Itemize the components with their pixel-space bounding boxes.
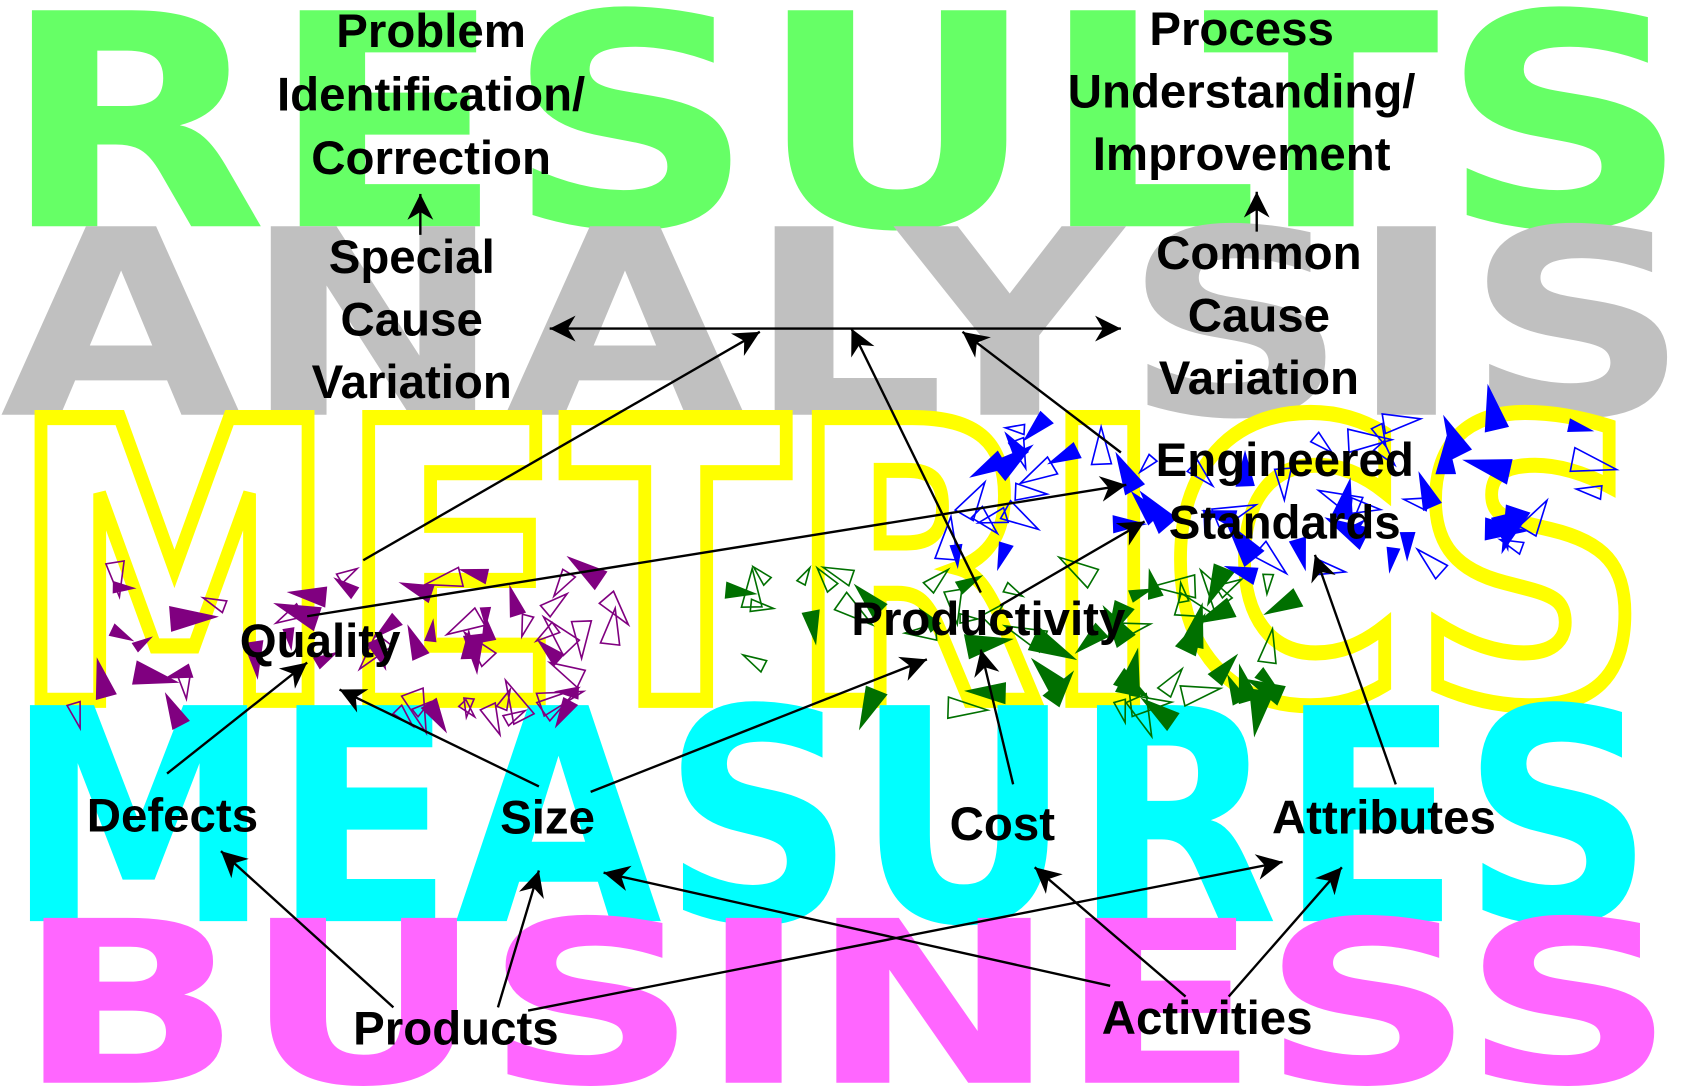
node-label: Engineered (1156, 434, 1414, 487)
node-label: Attributes (1272, 792, 1496, 845)
node-label: Variation (312, 356, 512, 409)
node-label: Defects (87, 789, 258, 842)
node-label: Identification/ (277, 69, 585, 122)
node-label: Correction (311, 132, 551, 185)
node-label: Products (353, 1003, 559, 1056)
node-label: Quality (240, 615, 401, 668)
node-label: Problem (336, 5, 526, 58)
node-label: Cause (1188, 289, 1330, 342)
background-word: BUSINESS (16, 874, 1676, 1086)
node-label: Size (500, 792, 595, 845)
page: {"background_words": ["RESULTS", "ANALYS… (0, 0, 1690, 1086)
node-label: Common (1156, 227, 1361, 280)
node-label: Standards (1169, 496, 1401, 549)
node-label: Special (329, 231, 495, 284)
node-label: Cost (950, 798, 1056, 851)
node-label: Process (1149, 3, 1334, 56)
background-words: RESULTS ANALYSIS METRICS MEASURES BUSINE… (0, 0, 1690, 1086)
node-label: Activities (1102, 992, 1313, 1045)
node-label: Understanding/ (1068, 65, 1416, 118)
node-label: Productivity (851, 593, 1126, 646)
diagram: RESULTS ANALYSIS METRICS MEASURES BUSINE… (0, 0, 1690, 1086)
node-label: Variation (1159, 352, 1359, 405)
node-label: Cause (341, 294, 483, 347)
node-label: Improvement (1093, 128, 1391, 181)
